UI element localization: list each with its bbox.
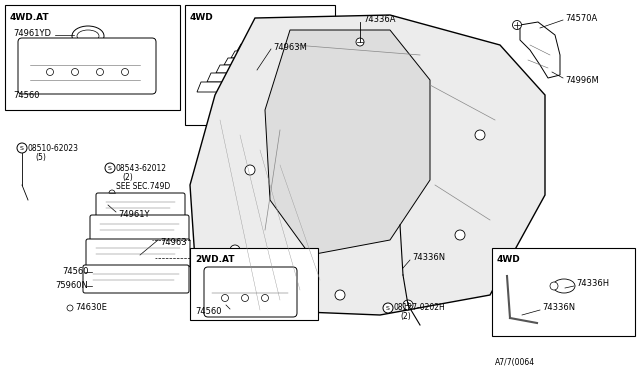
Text: 4WD: 4WD <box>190 13 214 22</box>
Bar <box>190 248 318 320</box>
Bar <box>492 248 635 336</box>
Text: (5): (5) <box>35 153 46 161</box>
Polygon shape <box>216 65 300 73</box>
Circle shape <box>335 290 345 300</box>
Text: 4WD: 4WD <box>497 254 521 263</box>
Circle shape <box>356 38 364 46</box>
Polygon shape <box>207 73 309 82</box>
Polygon shape <box>197 82 319 92</box>
FancyBboxPatch shape <box>18 38 156 94</box>
Polygon shape <box>265 30 430 255</box>
Polygon shape <box>237 44 279 51</box>
Polygon shape <box>248 30 268 37</box>
Text: SEE SEC.749D: SEE SEC.749D <box>116 182 170 190</box>
Bar <box>5 5 180 110</box>
Circle shape <box>513 20 522 29</box>
Circle shape <box>550 282 558 290</box>
Polygon shape <box>520 22 560 78</box>
Text: 08510-62023: 08510-62023 <box>28 144 79 153</box>
Polygon shape <box>253 22 263 30</box>
Text: 74963M: 74963M <box>273 42 307 51</box>
Circle shape <box>17 143 27 153</box>
Text: 4WD.AT: 4WD.AT <box>10 13 50 22</box>
Circle shape <box>97 68 104 76</box>
Text: S: S <box>108 166 112 170</box>
Polygon shape <box>231 51 285 58</box>
Text: 74630E: 74630E <box>75 304 107 312</box>
Text: 74336A: 74336A <box>363 15 396 23</box>
Text: 74560: 74560 <box>13 90 40 99</box>
Circle shape <box>109 190 115 196</box>
Circle shape <box>67 305 73 311</box>
Text: S: S <box>386 305 390 311</box>
Circle shape <box>230 245 240 255</box>
Ellipse shape <box>553 279 575 293</box>
Text: 74963: 74963 <box>160 237 187 247</box>
Polygon shape <box>224 58 292 65</box>
Text: 74336H: 74336H <box>576 279 609 289</box>
Circle shape <box>262 295 269 301</box>
Text: S: S <box>20 145 24 151</box>
Circle shape <box>72 68 79 76</box>
Text: 74961YD: 74961YD <box>13 29 51 38</box>
Ellipse shape <box>72 26 104 46</box>
Bar <box>185 5 335 125</box>
Text: 74996M: 74996M <box>565 76 599 84</box>
FancyBboxPatch shape <box>83 265 189 293</box>
Circle shape <box>245 165 255 175</box>
FancyBboxPatch shape <box>90 215 189 241</box>
Circle shape <box>122 68 129 76</box>
Circle shape <box>47 68 54 76</box>
Text: 74336N: 74336N <box>412 253 445 263</box>
FancyBboxPatch shape <box>86 239 190 267</box>
Circle shape <box>221 295 228 301</box>
Text: 08543-62012: 08543-62012 <box>116 164 167 173</box>
Circle shape <box>403 300 413 310</box>
Circle shape <box>455 230 465 240</box>
Text: 74961Y: 74961Y <box>118 209 150 218</box>
Polygon shape <box>243 37 273 44</box>
Text: 74570A: 74570A <box>565 13 597 22</box>
Circle shape <box>241 295 248 301</box>
Text: 75960N: 75960N <box>55 282 88 291</box>
Text: A7/7(0064: A7/7(0064 <box>495 357 535 366</box>
Text: 74336N: 74336N <box>542 304 575 312</box>
Circle shape <box>475 130 485 140</box>
FancyBboxPatch shape <box>96 193 185 217</box>
Circle shape <box>383 303 393 313</box>
FancyBboxPatch shape <box>204 267 297 317</box>
Text: (2): (2) <box>122 173 132 182</box>
Text: 74560: 74560 <box>62 267 88 276</box>
Text: 74560: 74560 <box>195 307 221 315</box>
Polygon shape <box>190 15 545 315</box>
Circle shape <box>105 163 115 173</box>
Ellipse shape <box>77 30 99 42</box>
Text: (2): (2) <box>400 312 411 321</box>
Text: 08127-0202H: 08127-0202H <box>394 304 445 312</box>
Text: 2WD.AT: 2WD.AT <box>195 254 234 263</box>
